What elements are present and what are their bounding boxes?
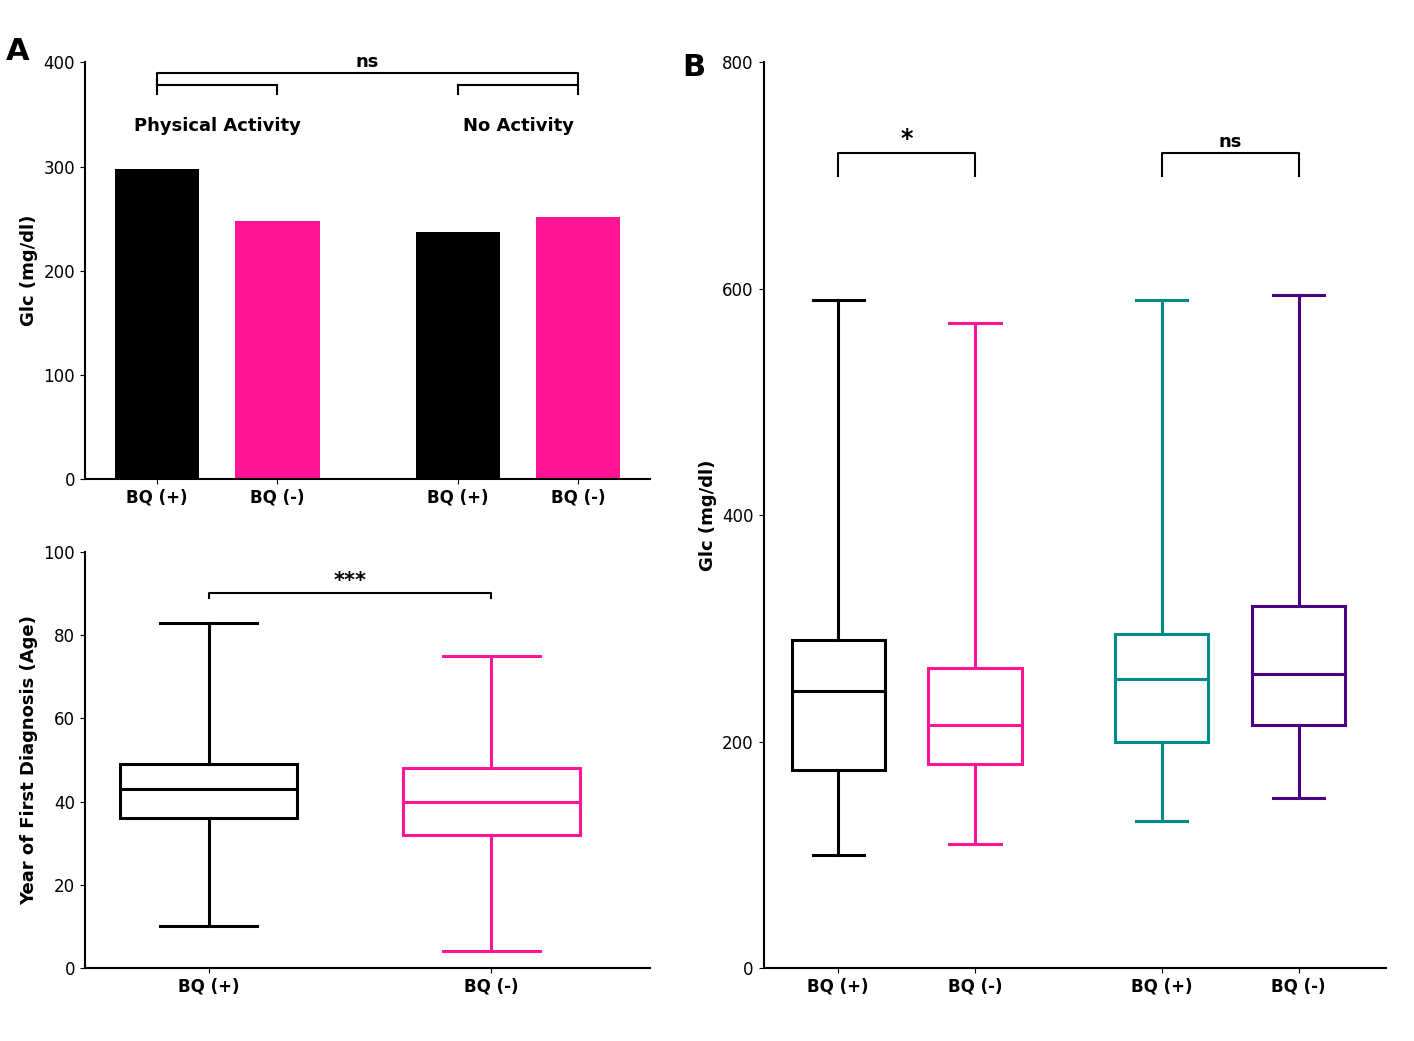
Y-axis label: Year of First Diagnosis (Age): Year of First Diagnosis (Age) — [20, 615, 38, 905]
Bar — [536, 217, 621, 479]
Text: ns: ns — [1219, 133, 1241, 151]
Bar — [929, 668, 1022, 764]
Y-axis label: Glc (mg/dl): Glc (mg/dl) — [20, 215, 38, 326]
Bar — [120, 764, 297, 818]
Y-axis label: Glc (mg/dl): Glc (mg/dl) — [699, 460, 717, 570]
Text: ns: ns — [356, 53, 379, 71]
Bar — [416, 232, 501, 479]
Bar — [115, 169, 199, 479]
Text: Physical Activity: Physical Activity — [134, 118, 301, 135]
Bar — [792, 640, 885, 770]
Text: B: B — [683, 53, 706, 82]
Text: ***: *** — [334, 572, 366, 591]
Text: *: * — [901, 127, 913, 151]
Bar — [403, 768, 580, 835]
Bar — [1116, 634, 1209, 741]
Text: No Activity: No Activity — [462, 118, 574, 135]
Text: A: A — [6, 37, 30, 67]
Bar — [235, 221, 320, 479]
Bar — [1251, 606, 1345, 725]
